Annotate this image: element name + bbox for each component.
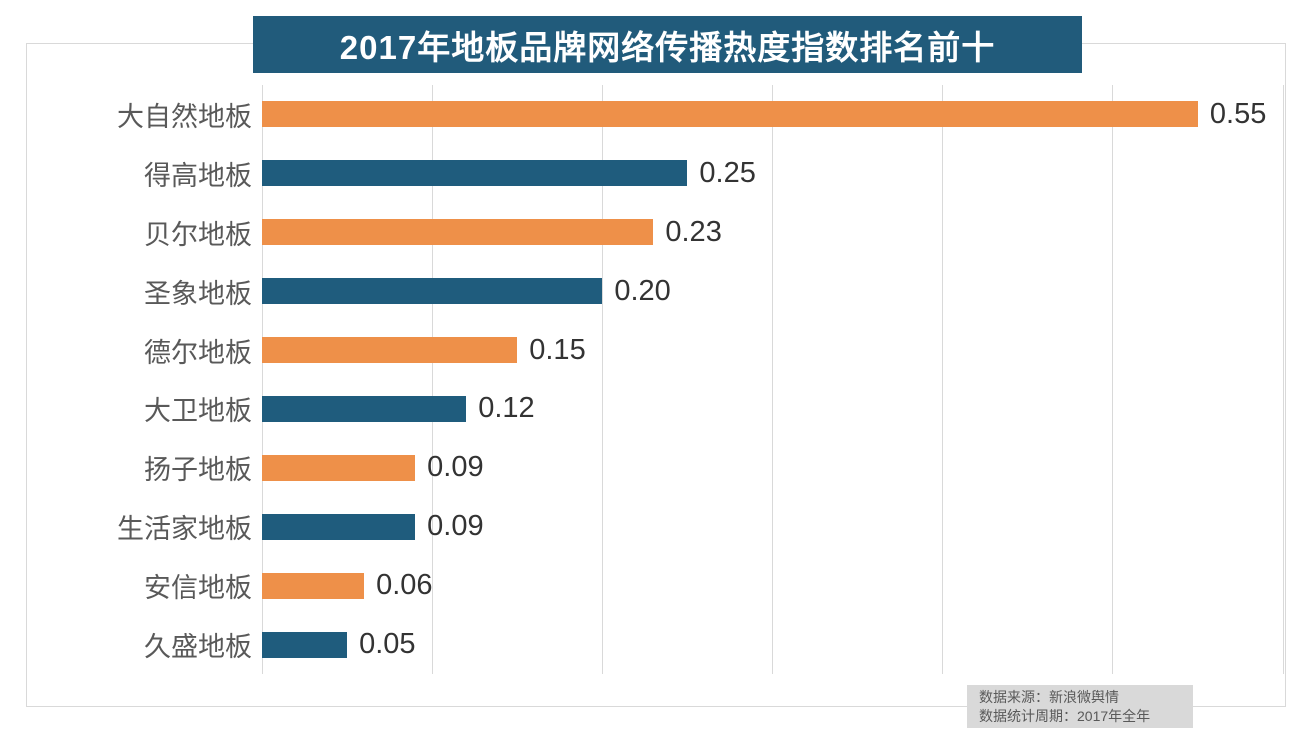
data-bar — [262, 572, 365, 599]
bar-row: 扬子地板 0.09 — [26, 438, 1283, 497]
bar-track: 0.09 — [262, 438, 1283, 497]
bar-track: 0.55 — [262, 85, 1283, 144]
chart-title: 2017年地板品牌网络传播热度指数排名前十 — [339, 28, 996, 66]
vertical-gridline — [261, 85, 263, 674]
value-label: 0.15 — [529, 333, 586, 366]
vertical-gridline — [942, 85, 944, 674]
category-label: 生活家地板 — [117, 514, 252, 545]
value-label: 0.23 — [665, 215, 722, 248]
category-label: 久盛地板 — [144, 632, 252, 663]
value-label: 0.12 — [478, 392, 535, 425]
bar-row: 德尔地板 0.15 — [26, 321, 1283, 380]
data-bar — [262, 337, 518, 364]
category-label: 圣象地板 — [144, 278, 252, 309]
bar-row: 大自然地板 0.55 — [26, 85, 1283, 144]
vertical-gridline — [1282, 85, 1284, 674]
value-label: 0.55 — [1209, 97, 1267, 130]
data-bar — [262, 219, 654, 246]
data-period-line: 数据统计周期：2017年全年 — [979, 708, 1151, 724]
bar-row: 久盛地板 0.05 — [26, 615, 1283, 674]
category-label: 大卫地板 — [144, 396, 252, 427]
vertical-gridline — [431, 85, 433, 674]
data-bar — [262, 454, 416, 481]
value-label: 0.09 — [427, 510, 484, 543]
vertical-gridline — [601, 85, 603, 674]
data-bar — [262, 631, 348, 658]
bar-track: 0.25 — [262, 144, 1283, 203]
bar-row: 大卫地板 0.12 — [26, 380, 1283, 439]
data-bar — [262, 101, 1198, 128]
bar-track: 0.20 — [262, 262, 1283, 321]
value-label: 0.20 — [614, 274, 671, 307]
category-label: 贝尔地板 — [144, 219, 252, 250]
bar-row: 生活家地板 0.09 — [26, 497, 1283, 556]
value-label: 0.25 — [699, 156, 756, 189]
bar-row: 贝尔地板 0.23 — [26, 203, 1283, 262]
chart-title-banner: 2017年地板品牌网络传播热度指数排名前十 — [253, 16, 1082, 73]
category-label: 大自然地板 — [117, 101, 252, 132]
value-label: 0.09 — [427, 451, 484, 484]
vertical-gridline — [772, 85, 773, 674]
category-label: 扬子地板 — [144, 455, 252, 486]
bar-row: 得高地板 0.25 — [26, 144, 1283, 203]
bar-track: 0.15 — [262, 321, 1283, 380]
vertical-gridline — [1112, 85, 1114, 674]
bar-track: 0.12 — [262, 380, 1283, 439]
data-bar — [262, 160, 688, 187]
bar-track: 0.05 — [262, 615, 1283, 674]
category-label: 安信地板 — [144, 573, 252, 604]
bar-track: 0.06 — [262, 556, 1283, 615]
bar-rows-container: 大自然地板 0.55 得高地板 0.25 贝尔地板 0.23 圣象地板 0.20 德尔地板 0.1… — [26, 85, 1283, 674]
plot-area — [261, 85, 1284, 674]
data-source-line: 数据来源：新浪微舆情 — [979, 689, 1119, 705]
bar-track: 0.23 — [262, 203, 1283, 262]
value-label: 0.06 — [376, 569, 433, 602]
value-label: 0.05 — [359, 628, 416, 661]
category-label: 德尔地板 — [144, 337, 252, 368]
data-bar — [262, 278, 603, 305]
bar-row: 安信地板 0.06 — [26, 556, 1283, 615]
data-source-note: 数据来源：新浪微舆情 数据统计周期：2017年全年 — [967, 685, 1193, 728]
data-bar — [262, 513, 416, 540]
data-bar — [262, 395, 467, 422]
bar-track: 0.09 — [262, 497, 1283, 556]
chart-border-frame — [26, 43, 1286, 707]
bar-row: 圣象地板 0.20 — [26, 262, 1283, 321]
category-label: 得高地板 — [144, 160, 252, 191]
